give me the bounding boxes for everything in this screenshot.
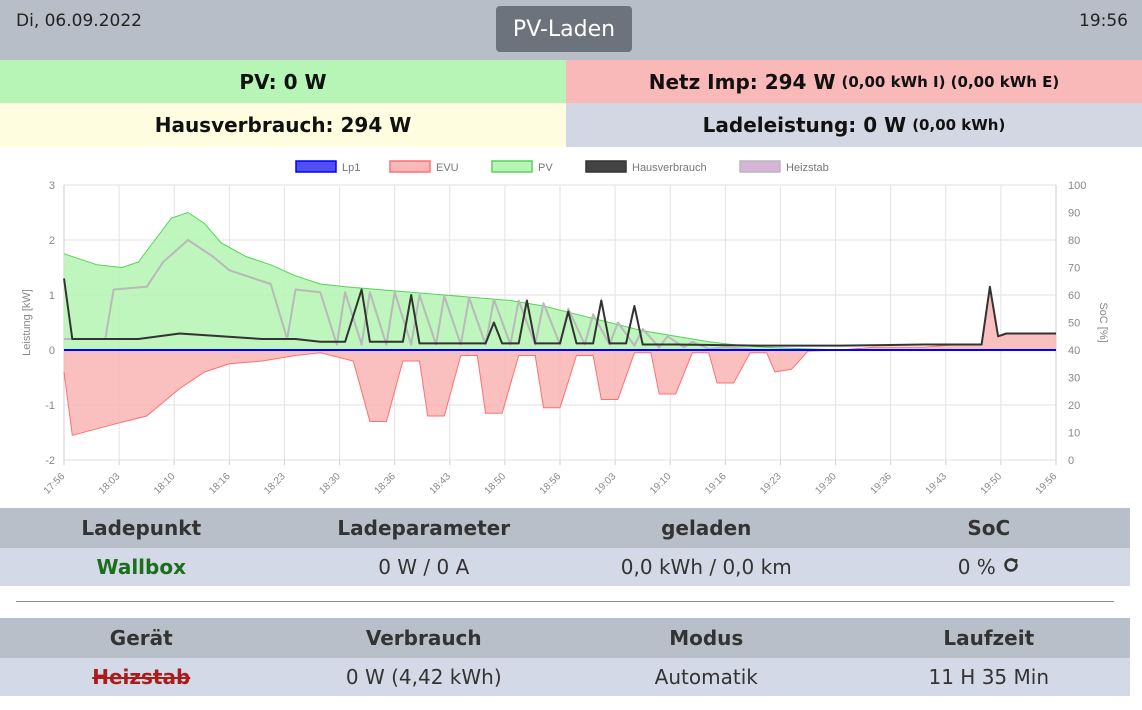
legend-label: Lp1: [342, 162, 360, 174]
charging-power-label: Ladeleistung: 0 W: [702, 113, 907, 137]
pv-power-label: PV: 0 W: [239, 69, 327, 94]
x-tick-label: 19:23: [758, 471, 784, 497]
section-divider: [16, 601, 1114, 602]
chargepoint-header-row: Ladepunkt Ladeparameter geladen SoC: [0, 508, 1130, 548]
x-tick-label: 19:16: [703, 471, 729, 497]
device-name[interactable]: Heizstab: [92, 665, 191, 689]
y-tick-label: 0: [49, 345, 55, 357]
house-consumption-tile: Hausverbrauch: 294 W: [0, 103, 566, 147]
charge-mode-button[interactable]: PV-Laden: [496, 6, 632, 52]
x-tick-label: 18:10: [152, 471, 178, 497]
device-mode: Automatik: [654, 665, 758, 689]
legend-swatch: [389, 160, 431, 173]
col-header-parameters: Ladeparameter: [337, 516, 511, 540]
y2-tick-label: 20: [1068, 400, 1080, 412]
chargepoint-soc: 0 %: [957, 555, 996, 579]
y2-tick-label: 50: [1068, 318, 1080, 330]
y2-tick-label: 30: [1068, 373, 1080, 385]
series-heizstab-line: [64, 239, 1056, 351]
header-bar: Di, 06.09.2022 PV-Laden 19:56: [0, 0, 1142, 60]
series-hausverbrauch-line: [63, 278, 1056, 347]
legend-swatch: [739, 160, 781, 173]
legend-label: EVU: [436, 162, 459, 174]
y-tick-label: 2: [49, 235, 55, 247]
x-tick-label: 18:36: [372, 471, 398, 497]
refresh-icon[interactable]: [1002, 555, 1020, 579]
x-tick-label: 18:03: [97, 471, 123, 497]
col-header-chargepoint: Ladepunkt: [81, 516, 202, 540]
series-evu-area: [64, 286, 1056, 436]
y2-tick-label: 80: [1068, 235, 1080, 247]
x-tick-label: 18:23: [262, 471, 288, 497]
series-pv-area: [64, 212, 1056, 350]
y2-tick-label: 10: [1068, 428, 1080, 440]
device-header-row: Gerät Verbrauch Modus Laufzeit: [0, 618, 1130, 658]
legend-label: PV: [538, 162, 553, 174]
device-runtime: 11 H 35 Min: [928, 665, 1050, 689]
y2-tick-label: 60: [1068, 290, 1080, 302]
date-display: Di, 06.09.2022: [16, 11, 142, 31]
charging-power-tile: Ladeleistung: 0 W (0,00 kWh): [566, 103, 1142, 147]
y-tick-label: 3: [49, 180, 55, 192]
y2-tick-label: 40: [1068, 345, 1080, 357]
col-header-mode: Modus: [669, 626, 744, 650]
y-axis-title: Leistung [kW]: [21, 289, 33, 356]
x-tick-label: 18:43: [428, 471, 454, 497]
legend-swatch: [491, 160, 533, 173]
col-header-charged: geladen: [661, 516, 752, 540]
chargepoint-name[interactable]: Wallbox: [96, 555, 186, 579]
x-tick-label: 19:36: [868, 471, 894, 497]
legend-label: Hausverbrauch: [632, 162, 707, 174]
device-row[interactable]: Heizstab 0 W (4,42 kWh) Automatik 11 H 3…: [0, 658, 1130, 696]
series-pv-line: [63, 211, 1056, 351]
x-tick-label: 19:10: [648, 471, 674, 497]
x-tick-label: 17:56: [42, 471, 68, 497]
x-tick-label: 18:50: [483, 471, 509, 497]
x-tick-label: 19:30: [813, 471, 839, 497]
y2-tick-label: 90: [1068, 208, 1080, 220]
col-header-device: Gerät: [109, 626, 173, 650]
y2-tick-label: 0: [1068, 455, 1074, 467]
legend-swatch: [295, 160, 337, 173]
chargepoint-charged: 0,0 kWh / 0,0 km: [620, 555, 792, 579]
y2-axis-title: SoC [%]: [1097, 302, 1109, 342]
time-display: 19:56: [1079, 11, 1128, 31]
x-tick-label: 19:03: [593, 471, 619, 497]
legend-swatch: [585, 160, 627, 173]
x-tick-label: 18:56: [538, 471, 564, 497]
x-tick-label: 18:30: [317, 471, 343, 497]
x-tick-label: 18:16: [207, 471, 233, 497]
chargepoint-params: 0 W / 0 A: [378, 555, 470, 579]
grid-power-tile: Netz Imp: 294 W (0,00 kWh I) (0,00 kWh E…: [566, 60, 1142, 103]
y-tick-label: 1: [49, 290, 55, 302]
device-consumption: 0 W (4,42 kWh): [345, 665, 502, 689]
grid-power-label: Netz Imp: 294 W: [648, 69, 836, 94]
col-header-runtime: Laufzeit: [943, 626, 1035, 650]
charging-energy-detail: (0,00 kWh): [912, 116, 1006, 134]
x-tick-label: 19:50: [979, 471, 1005, 497]
house-consumption-label: Hausverbrauch: 294 W: [154, 113, 412, 137]
chargepoint-row[interactable]: Wallbox 0 W / 0 A 0,0 kWh / 0,0 km 0 %: [0, 548, 1130, 586]
x-tick-label: 19:56: [1034, 471, 1060, 497]
grid-energy-detail: (0,00 kWh I) (0,00 kWh E): [841, 72, 1060, 91]
legend-label: Heizstab: [786, 162, 829, 174]
chargepoint-table: Ladepunkt Ladeparameter geladen SoC Wall…: [0, 508, 1130, 586]
col-header-soc: SoC: [967, 516, 1011, 540]
pv-power-tile: PV: 0 W: [0, 60, 566, 103]
col-header-consumption: Verbrauch: [365, 626, 482, 650]
y2-tick-label: 70: [1068, 263, 1080, 275]
y-tick-label: -1: [45, 400, 55, 412]
device-table: Gerät Verbrauch Modus Laufzeit Heizstab …: [0, 618, 1130, 696]
y-tick-label: -2: [45, 455, 55, 467]
y2-tick-label: 100: [1068, 180, 1086, 192]
power-chart[interactable]: 17:56 18:03 18:10 18:16 18:23 18:30 18:36 18:43…: [0, 152, 1142, 504]
x-tick-label: 19:43: [924, 471, 950, 497]
